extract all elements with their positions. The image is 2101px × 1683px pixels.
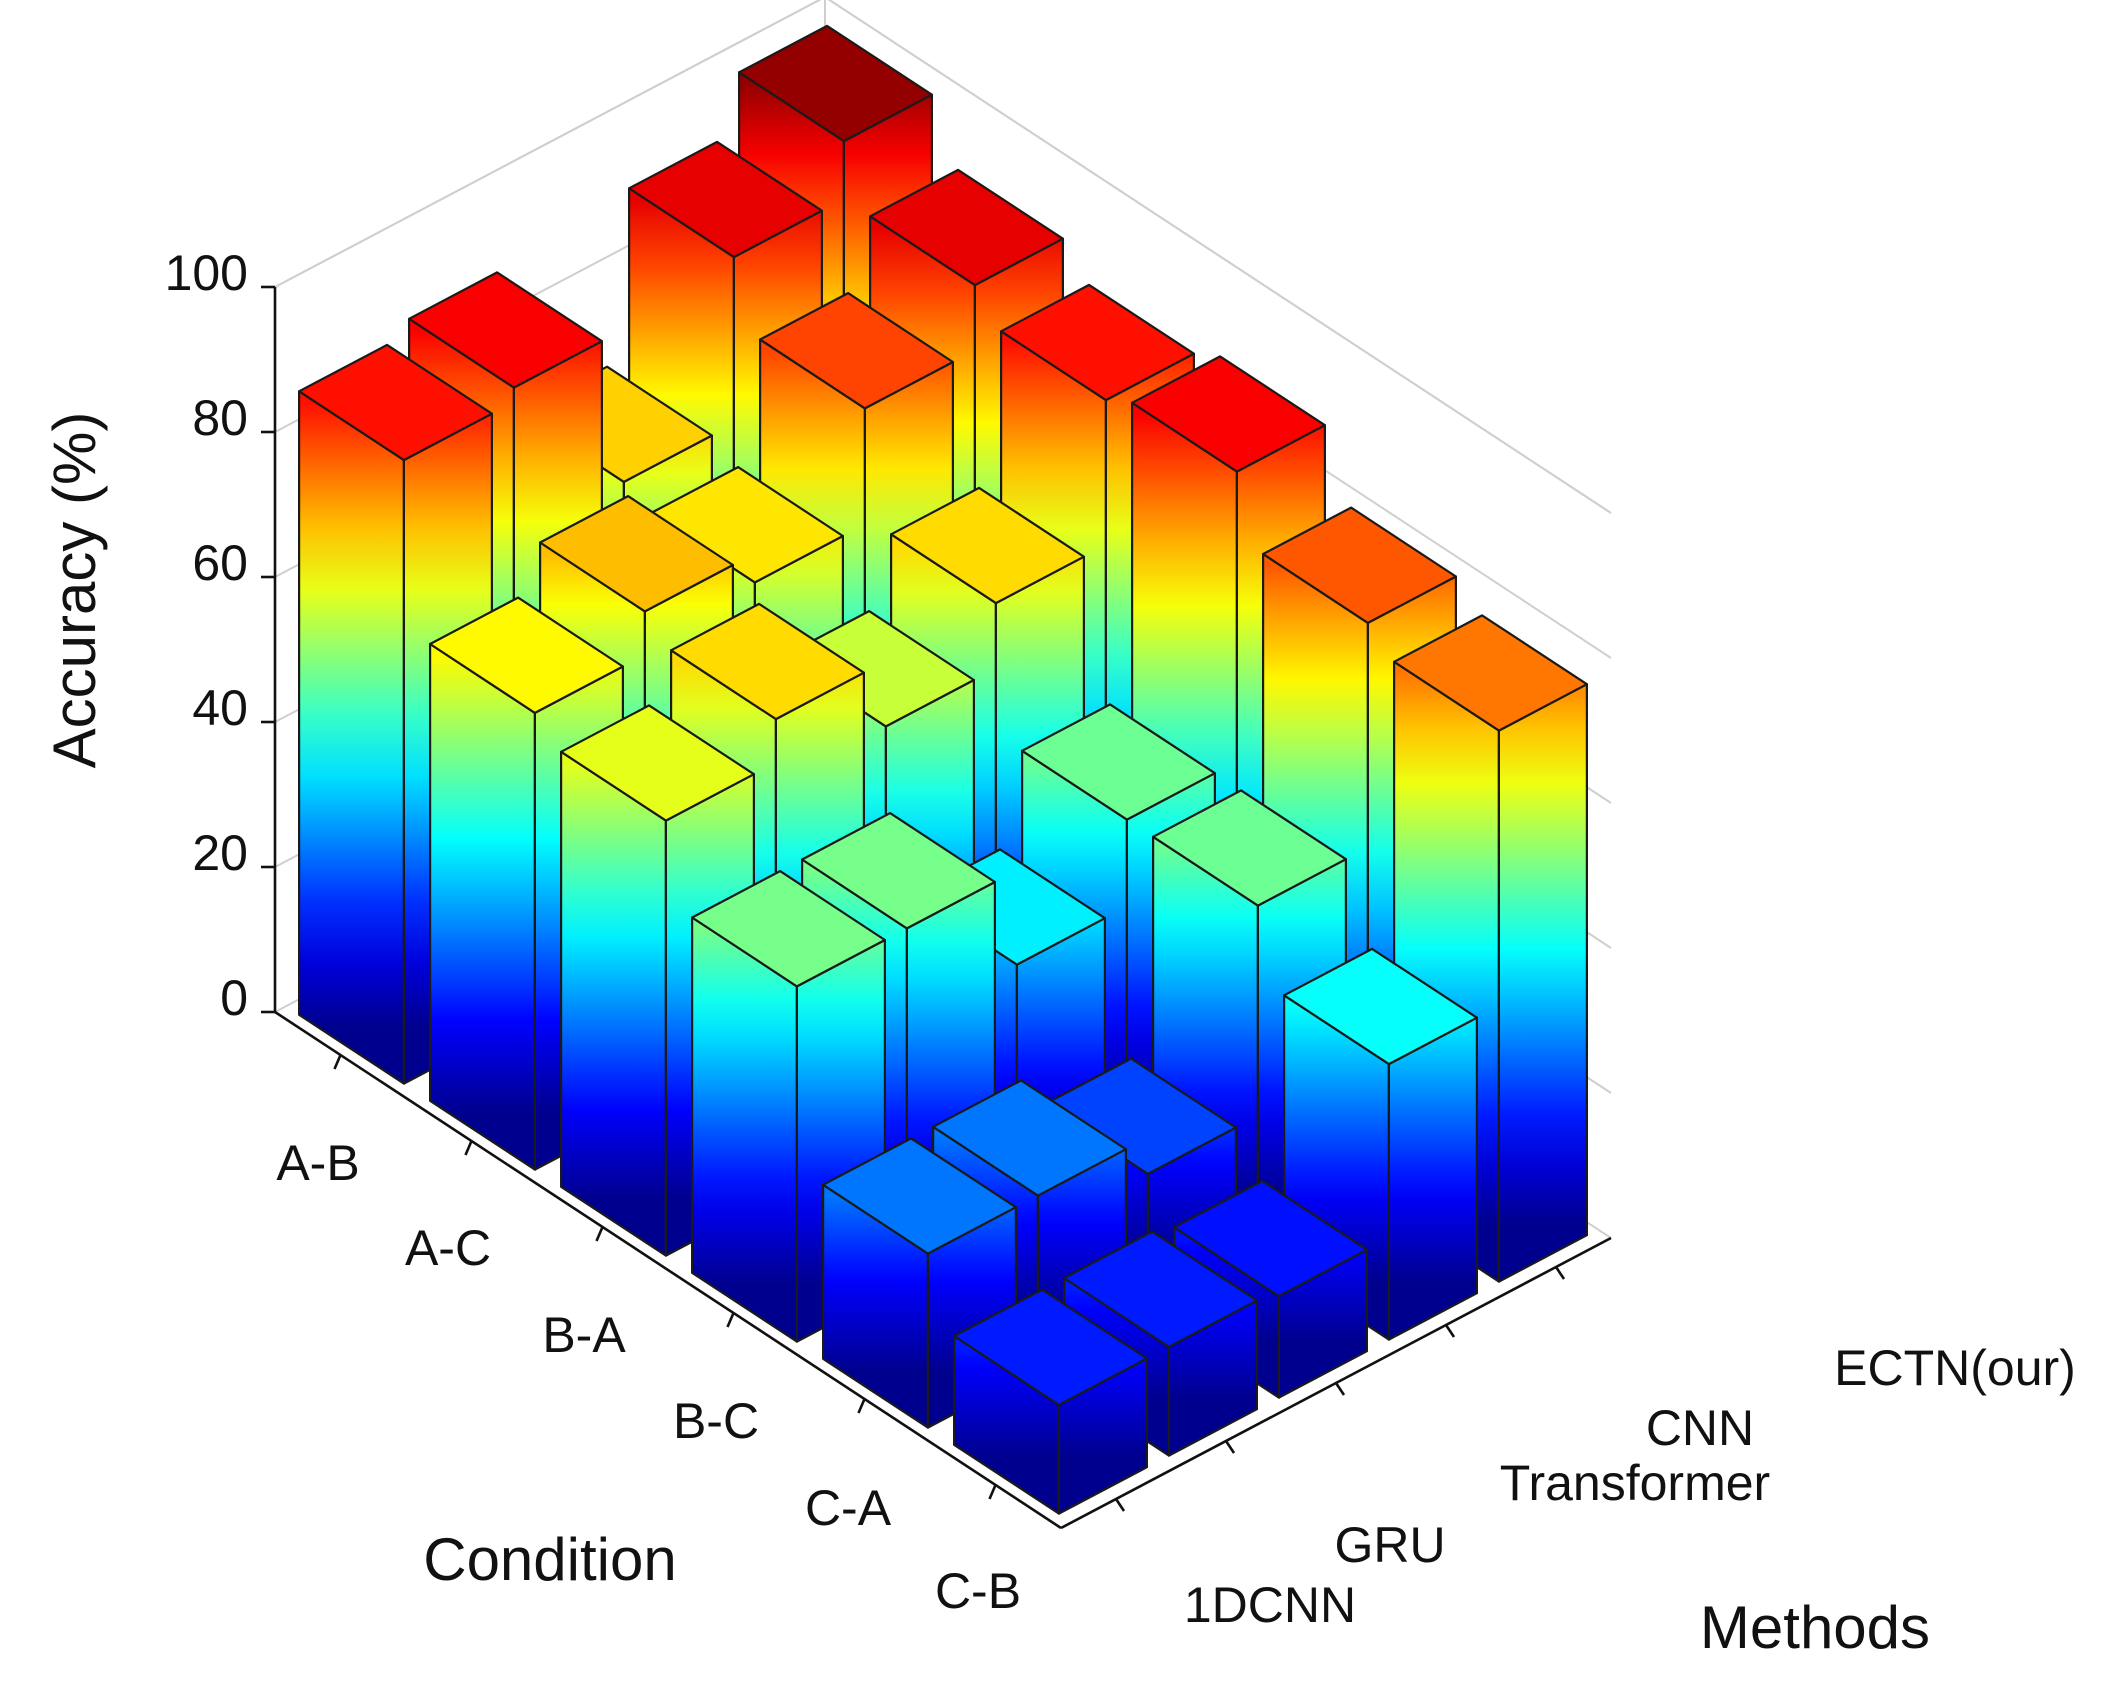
condition-tick xyxy=(857,1398,866,1414)
z-tick-label: 100 xyxy=(165,245,248,301)
method-tick xyxy=(1224,1440,1236,1454)
bar-side-face xyxy=(1387,1016,1479,1341)
bar-top-face xyxy=(408,271,604,389)
bar-top-face xyxy=(559,704,756,822)
condition-label-a-c: A-C xyxy=(405,1220,491,1276)
bar-top-face xyxy=(758,292,955,410)
bar-top-face xyxy=(1062,1230,1259,1349)
z-grid-line xyxy=(274,0,1612,514)
bar-top-face xyxy=(1282,947,1479,1066)
condition-label-b-a: B-A xyxy=(542,1307,626,1363)
condition-tick xyxy=(726,1312,735,1328)
bar-top-face xyxy=(298,343,493,462)
z-tick-label: 20 xyxy=(192,825,248,881)
bar-top-face xyxy=(1151,789,1348,907)
z-tick-label: 40 xyxy=(192,680,248,736)
condition-label-c-a: C-A xyxy=(805,1480,892,1536)
bar-front-face xyxy=(298,390,405,1085)
condition-tick xyxy=(595,1226,604,1242)
bar-top-face xyxy=(821,1137,1018,1255)
condition-axis-line xyxy=(274,1010,1062,1530)
bar-top-face xyxy=(737,24,934,143)
condition-tick xyxy=(333,1054,342,1070)
method-tick xyxy=(1554,1266,1566,1280)
y-axis-title: Methods xyxy=(1700,1594,1930,1661)
method-tick-labels: 1DCNN GRU Transformer CNN ECTN(our) xyxy=(1184,1340,2076,1633)
z-tick-label: 0 xyxy=(220,970,248,1026)
bar-top-face xyxy=(690,869,887,988)
bar-layer xyxy=(298,24,1589,1515)
bar-top-face xyxy=(800,811,997,930)
bar-top-face xyxy=(669,602,866,721)
condition-label-c-b: C-B xyxy=(935,1563,1021,1619)
method-tick xyxy=(1114,1498,1126,1512)
bar-top-face xyxy=(627,140,824,259)
z-tick-labels: 0 20 40 60 80 100 xyxy=(165,245,248,1026)
bar-top-face xyxy=(1172,1179,1369,1298)
bar-1DCNN-C-B xyxy=(952,1288,1149,1515)
method-label-cnn: CNN xyxy=(1646,1400,1754,1456)
condition-tick xyxy=(988,1484,997,1500)
bar-front-face xyxy=(690,916,799,1343)
bar-top-face xyxy=(538,495,735,613)
bar-top-face xyxy=(999,283,1196,402)
x-axis-title: Condition xyxy=(423,1526,677,1593)
axis-layer xyxy=(261,285,1612,1530)
method-tick xyxy=(1444,1324,1456,1338)
z-axis-title: Accuracy (%) xyxy=(41,412,108,769)
method-label-gru: GRU xyxy=(1334,1517,1445,1573)
bar-top-face xyxy=(868,168,1065,287)
method-tick xyxy=(1334,1382,1346,1396)
condition-label-b-c: B-C xyxy=(673,1393,759,1449)
bar-top-face xyxy=(1392,614,1589,732)
z-tick-label: 60 xyxy=(192,535,248,591)
bar-top-face xyxy=(429,596,625,715)
bar-top-face xyxy=(1020,703,1217,821)
condition-label-a-b: A-B xyxy=(276,1135,359,1191)
bar-top-face xyxy=(952,1288,1149,1407)
condition-tick xyxy=(464,1140,473,1156)
bar-front-face xyxy=(429,642,537,1171)
condition-tick-labels: A-B A-C B-A B-C C-A C-B xyxy=(276,1135,1021,1619)
method-label-ectn: ECTN(our) xyxy=(1834,1340,2076,1396)
bar-top-face xyxy=(1130,355,1327,473)
z-tick-label: 80 xyxy=(192,390,248,446)
bar-top-face xyxy=(931,1079,1128,1197)
method-label-1dcnn: 1DCNN xyxy=(1184,1577,1356,1633)
bar-top-face xyxy=(1261,506,1458,625)
bar-top-face xyxy=(889,486,1086,605)
bar-side-face xyxy=(1497,683,1589,1283)
method-label-transformer: Transformer xyxy=(1500,1455,1770,1511)
bar-front-face xyxy=(559,750,668,1257)
